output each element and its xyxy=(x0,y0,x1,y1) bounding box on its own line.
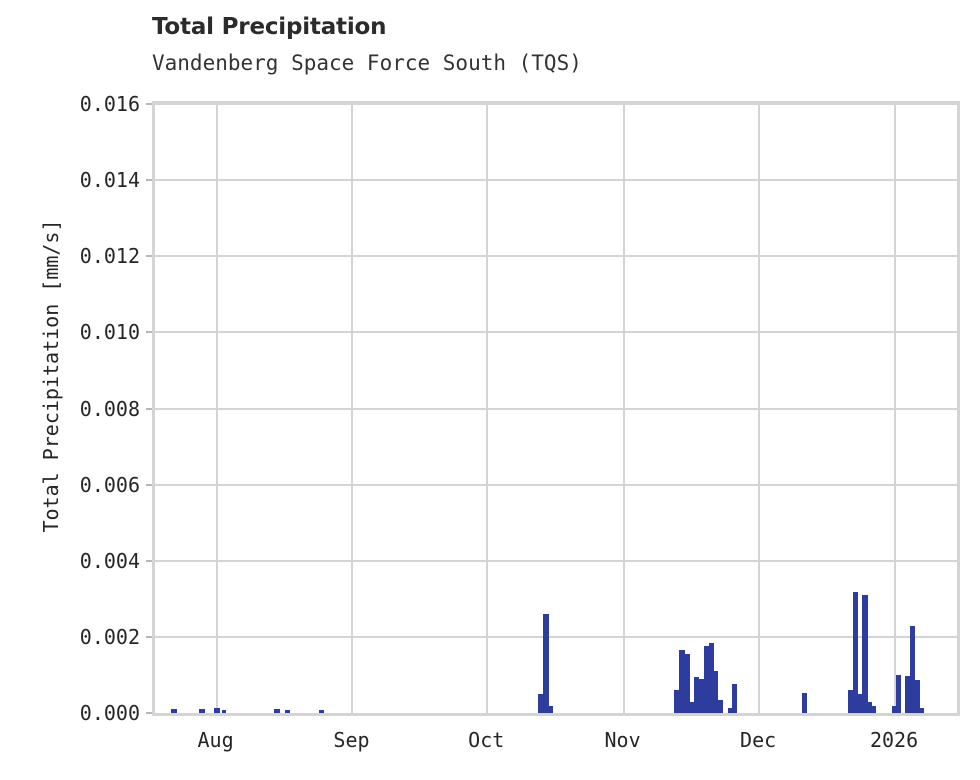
bar xyxy=(689,701,695,713)
x-tick-label: Nov xyxy=(604,728,641,752)
bar xyxy=(221,709,227,713)
bar xyxy=(871,706,876,713)
horizontal-gridline xyxy=(155,331,957,334)
bar xyxy=(543,614,550,713)
bar xyxy=(732,684,738,713)
bar xyxy=(728,708,733,713)
bar xyxy=(858,693,862,713)
y-tick-label: 0.000 xyxy=(79,701,140,725)
bar xyxy=(713,671,719,713)
y-axis-label: Total Precipitation [mm/s] xyxy=(39,219,63,533)
chart-subtitle: Vandenberg Space Force South (TQS) xyxy=(152,51,582,75)
bar xyxy=(847,690,853,713)
bar xyxy=(914,679,920,713)
bar xyxy=(905,675,910,713)
bar xyxy=(673,690,679,713)
y-tick-mark xyxy=(146,407,152,410)
y-tick-label: 0.014 xyxy=(79,168,140,193)
horizontal-gridline xyxy=(155,104,957,105)
bar xyxy=(861,595,868,713)
bar xyxy=(909,626,915,713)
x-tick-label: Dec xyxy=(740,728,777,752)
chart-title: Total Precipitation xyxy=(152,14,387,40)
x-tick-label: Aug xyxy=(197,728,234,752)
bar xyxy=(718,699,724,713)
horizontal-gridline xyxy=(155,179,957,182)
bar xyxy=(213,708,220,713)
bar xyxy=(273,708,280,713)
vertical-gridline xyxy=(758,104,760,713)
bar xyxy=(684,654,690,713)
y-tick-label: 0.010 xyxy=(79,320,140,345)
bar xyxy=(892,706,897,713)
x-tick-label: Sep xyxy=(333,728,370,752)
vertical-gridline xyxy=(623,104,625,713)
bar xyxy=(678,650,685,713)
plot-inner xyxy=(155,104,957,713)
bar xyxy=(549,706,554,713)
bar xyxy=(852,591,859,713)
horizontal-gridline xyxy=(155,635,957,638)
y-tick-label: 0.002 xyxy=(79,624,140,649)
horizontal-gridline xyxy=(155,559,957,562)
bar xyxy=(171,709,178,713)
bar xyxy=(319,709,325,713)
plot-area xyxy=(152,101,960,716)
vertical-gridline xyxy=(216,104,218,713)
y-tick-label: 0.012 xyxy=(79,244,140,269)
y-tick-mark xyxy=(146,559,152,562)
bar xyxy=(198,709,205,713)
x-tick-label: Oct xyxy=(468,728,505,752)
bar xyxy=(538,693,544,713)
bar xyxy=(708,642,714,713)
vertical-gridline xyxy=(351,104,353,713)
vertical-gridline xyxy=(486,104,488,713)
y-tick-mark xyxy=(146,712,152,714)
vertical-gridline xyxy=(894,104,896,713)
y-tick-label: 0.004 xyxy=(79,548,140,573)
horizontal-gridline xyxy=(155,255,957,258)
y-tick-mark xyxy=(146,483,152,486)
y-tick-label: 0.006 xyxy=(79,472,140,497)
bar xyxy=(896,674,901,713)
horizontal-gridline xyxy=(155,483,957,486)
y-tick-mark xyxy=(146,635,152,638)
bar xyxy=(867,701,872,713)
horizontal-gridline xyxy=(155,407,957,410)
y-tick-mark xyxy=(146,179,152,182)
y-tick-mark xyxy=(146,255,152,258)
y-tick-mark xyxy=(146,103,152,105)
bar xyxy=(699,678,704,713)
bar xyxy=(919,708,925,713)
bar xyxy=(284,709,290,713)
bar xyxy=(703,646,709,713)
y-tick-mark xyxy=(146,331,152,334)
y-tick-label: 0.008 xyxy=(79,396,140,421)
y-tick-label: 0.016 xyxy=(79,92,140,116)
bar xyxy=(694,676,700,713)
bar xyxy=(802,693,808,713)
x-tick-label: 2026 xyxy=(869,728,919,752)
